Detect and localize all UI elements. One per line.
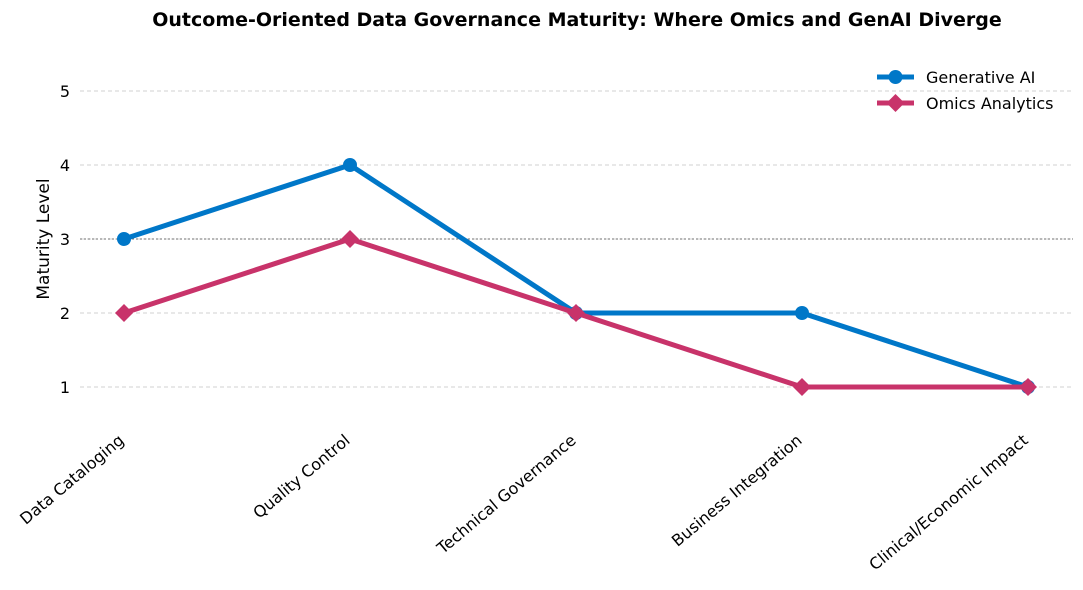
data-point xyxy=(115,304,133,322)
data-point xyxy=(567,304,585,322)
y-tick-label: 2 xyxy=(60,304,70,323)
data-point xyxy=(793,378,811,396)
data-point xyxy=(343,158,357,172)
chart-title: Outcome-Oriented Data Governance Maturit… xyxy=(152,9,1001,31)
y-tick-label: 4 xyxy=(60,156,70,175)
y-ticks: 1 2 3 4 5 xyxy=(60,82,70,397)
legend-marker-generative-ai xyxy=(888,70,903,84)
y-axis-label: Maturity Level xyxy=(34,178,54,299)
legend-label-generative-ai: Generative AI xyxy=(926,68,1035,87)
data-point xyxy=(1019,378,1037,396)
x-tick-label: Data Cataloging xyxy=(16,431,127,529)
x-tick-label: Quality Control xyxy=(249,431,353,523)
y-tick-label: 5 xyxy=(60,82,70,101)
series-1 xyxy=(115,230,1037,396)
legend: Generative AI Omics Analytics xyxy=(877,68,1054,113)
y-tick-label: 3 xyxy=(60,230,70,249)
legend-marker-omics-analytics xyxy=(886,94,905,112)
data-point xyxy=(117,232,131,246)
x-ticks: Data Cataloging Quality Control Technical … xyxy=(16,431,1031,575)
x-tick-label: Clinical/Economic Impact xyxy=(865,431,1031,575)
data-point xyxy=(341,230,359,248)
x-tick-label: Technical Governance xyxy=(432,431,579,559)
y-tick-label: 1 xyxy=(60,378,70,397)
legend-label-omics-analytics: Omics Analytics xyxy=(926,94,1054,113)
series-line xyxy=(121,162,1031,390)
data-point xyxy=(795,306,809,320)
x-tick-label: Business Integration xyxy=(668,431,806,551)
series-layer xyxy=(115,158,1037,396)
series-0 xyxy=(117,158,1035,394)
